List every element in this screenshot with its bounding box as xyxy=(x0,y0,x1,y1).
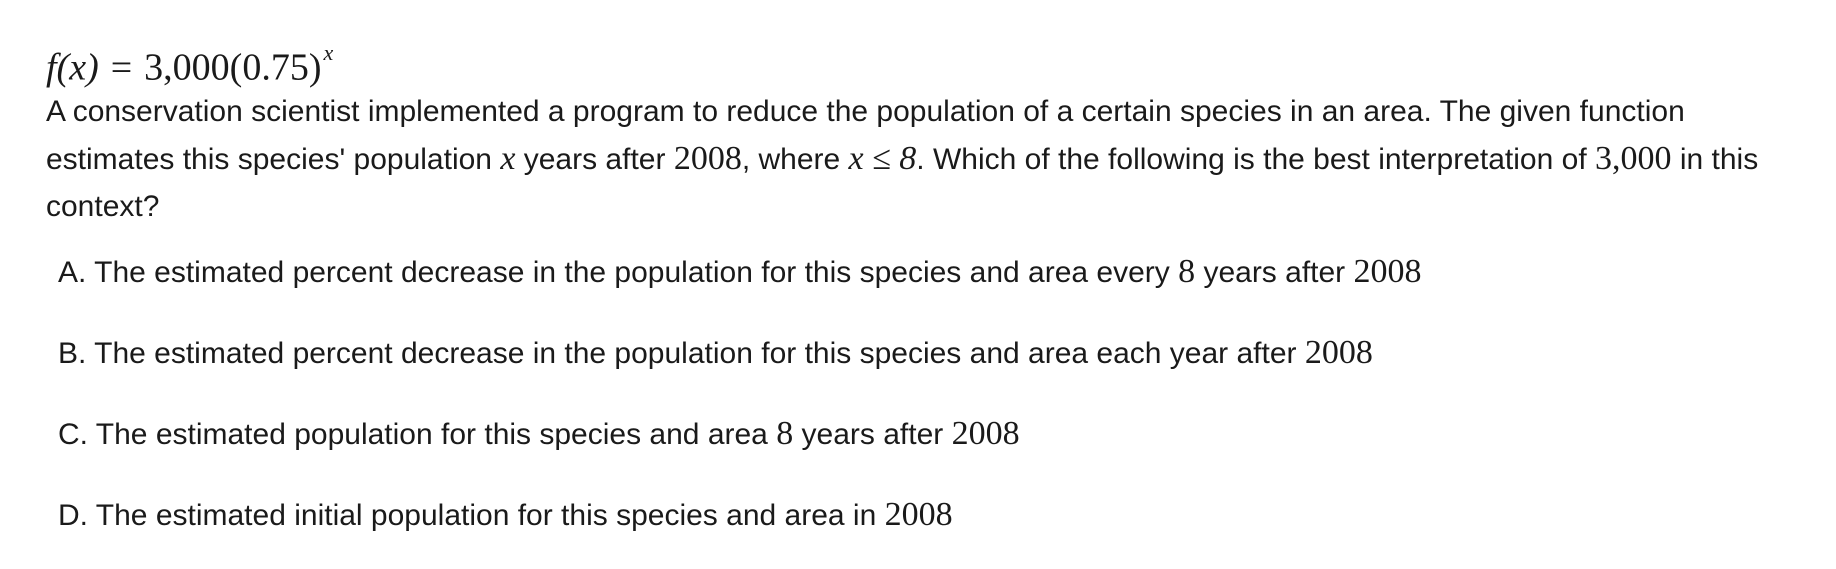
choice-b-prefix: B. The estimated percent decrease in the… xyxy=(58,337,1305,370)
question-var-x: x xyxy=(500,140,516,177)
choice-c-prefix: C. The estimated population for this spe… xyxy=(58,418,777,451)
choice-b-year: 2008 xyxy=(1304,334,1373,371)
choice-c-num: 8 xyxy=(776,415,794,452)
choice-c-mid: years after xyxy=(793,418,952,451)
choice-c[interactable]: C. The estimated population for this spe… xyxy=(58,412,1836,456)
question-part2: years after xyxy=(515,143,674,176)
question-part4: . Which of the following is the best int… xyxy=(916,143,1595,176)
formula-equals: = xyxy=(110,46,133,89)
question-part1: A conservation scientist implemented a p… xyxy=(46,95,1685,176)
choice-d-prefix: D. The estimated initial population for … xyxy=(58,499,885,532)
question-part3: , where xyxy=(741,143,849,176)
choice-a-mid: years after xyxy=(1195,256,1354,289)
formula-exponent: x xyxy=(323,40,334,65)
choice-d[interactable]: D. The estimated initial population for … xyxy=(58,493,1836,537)
function-formula: f(x) = 3,000(0.75)x xyxy=(46,34,1836,89)
choice-a-year: 2008 xyxy=(1353,253,1422,290)
choice-b[interactable]: B. The estimated percent decrease in the… xyxy=(58,331,1836,375)
choice-c-year: 2008 xyxy=(951,415,1020,452)
question-condition: x ≤ 8 xyxy=(848,140,917,177)
formula-rhs: 3,000(0.75) xyxy=(144,46,322,89)
question-part5: in this context? xyxy=(46,143,1759,223)
choice-a-prefix: A. The estimated percent decrease in the… xyxy=(58,256,1179,289)
choice-a[interactable]: A. The estimated percent decrease in the… xyxy=(58,250,1836,294)
question-value: 3,000 xyxy=(1595,140,1672,177)
formula-lhs: f(x) xyxy=(46,46,99,89)
answer-choices: A. The estimated percent decrease in the… xyxy=(58,250,1836,537)
question-year: 2008 xyxy=(673,140,742,177)
question-text: A conservation scientist implemented a p… xyxy=(46,88,1796,230)
choice-d-year: 2008 xyxy=(884,496,953,533)
choice-a-num: 8 xyxy=(1178,253,1196,290)
